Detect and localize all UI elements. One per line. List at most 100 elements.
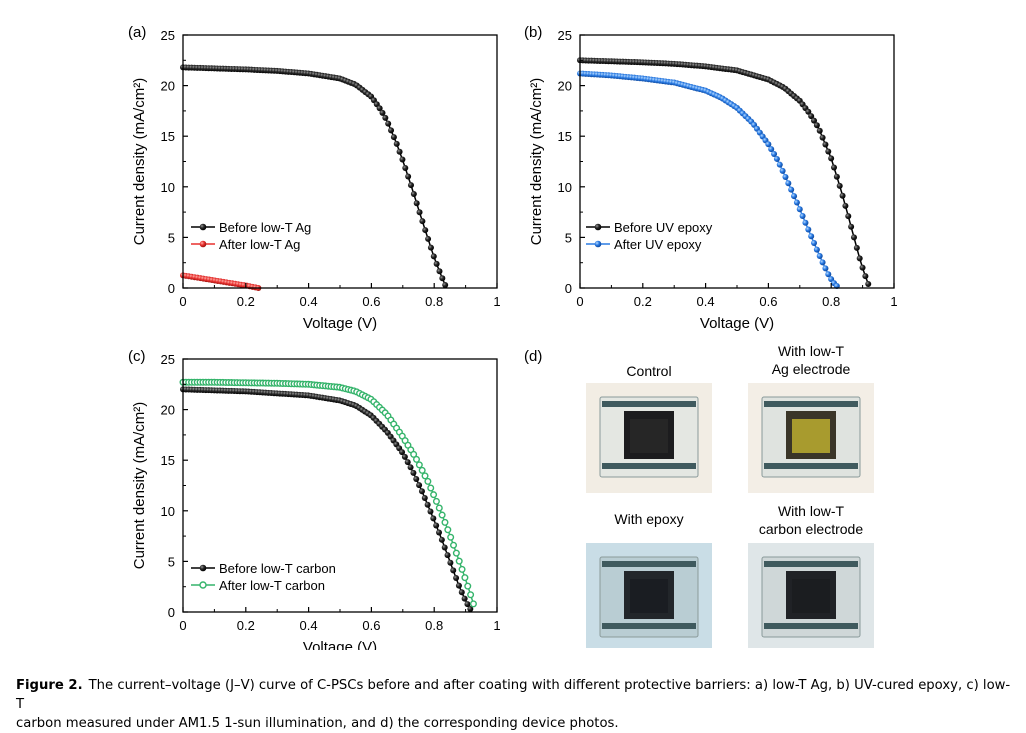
device-photos-panel: (d) Control With low-T Ag electrode With epo… — [524, 343, 874, 648]
x-tick-label: 1 — [890, 294, 897, 309]
y-tick-label: 0 — [565, 281, 572, 296]
data-point — [850, 234, 857, 241]
data-point — [464, 601, 471, 608]
photo-title: Ag electrode — [772, 361, 851, 377]
data-point — [461, 574, 469, 582]
data-point — [819, 134, 826, 141]
x-tick-label: 0.6 — [759, 294, 777, 309]
panel-label: (d) — [524, 348, 542, 365]
data-point — [401, 453, 408, 460]
data-point — [447, 559, 454, 566]
series-0 — [180, 386, 474, 612]
data-point — [822, 265, 829, 272]
data-point — [825, 271, 832, 278]
legend-marker — [199, 240, 207, 248]
data-point — [802, 219, 809, 226]
electrode-strip — [602, 463, 696, 469]
data-point — [836, 182, 843, 189]
x-tick-label: 0.6 — [362, 294, 380, 309]
data-point — [432, 497, 440, 505]
data-point — [819, 259, 826, 266]
legend-label: Before low-T carbon — [219, 561, 336, 576]
data-point — [816, 127, 823, 134]
caption-line-1: Figure 2. The current–voltage (J–V) curve… — [16, 676, 1016, 714]
data-point — [416, 482, 423, 489]
data-point — [436, 529, 443, 536]
data-point — [410, 450, 418, 458]
data-point — [793, 199, 800, 206]
photo-title: With low-T — [778, 343, 845, 359]
data-point — [805, 108, 812, 115]
x-axis-label: Voltage (V) — [303, 639, 377, 650]
x-tick-label: 0.6 — [362, 618, 380, 633]
data-point — [828, 155, 835, 162]
data-point — [390, 134, 397, 141]
data-point — [853, 244, 860, 251]
legend-marker — [199, 564, 207, 572]
data-point — [813, 246, 820, 253]
y-axis-label: Current density (mA/cm²) — [131, 78, 148, 246]
data-point — [469, 600, 477, 608]
data-point — [467, 591, 475, 599]
data-point — [822, 141, 829, 148]
data-point — [811, 117, 818, 124]
data-point — [430, 491, 438, 499]
y-tick-label: 5 — [565, 230, 572, 245]
photo-title: With low-T — [778, 503, 845, 519]
y-tick-label: 15 — [161, 129, 175, 144]
legend-entry-0: Before low-T carbon — [191, 561, 336, 576]
data-point — [776, 161, 783, 168]
data-point — [862, 273, 869, 280]
legend-entry-0: Before low-T Ag — [191, 220, 311, 235]
figure-caption: Figure 2. The current–voltage (J–V) curve… — [16, 676, 1016, 733]
series-line — [579, 72, 838, 287]
x-axis-label: Voltage (V) — [700, 315, 774, 332]
data-point — [393, 140, 400, 147]
panel-label: (b) — [524, 24, 542, 41]
electrode-strip — [602, 561, 696, 567]
y-tick-label: 25 — [161, 28, 175, 43]
data-point — [413, 200, 420, 207]
device-photo-1: With low-T Ag electrode — [748, 343, 874, 493]
y-tick-label: 10 — [161, 180, 175, 195]
legend-label: Before low-T Ag — [219, 220, 311, 235]
data-point — [439, 275, 446, 282]
data-point — [442, 281, 449, 288]
data-point — [382, 114, 389, 121]
data-point — [427, 484, 435, 492]
data-point — [410, 469, 417, 476]
data-point — [433, 260, 440, 267]
electrode-area — [792, 579, 830, 613]
x-tick-label: 0.2 — [634, 294, 652, 309]
y-tick-label: 15 — [161, 453, 175, 468]
data-point — [845, 213, 852, 220]
data-point — [430, 253, 437, 260]
y-tick-label: 10 — [558, 180, 572, 195]
photo-title: carbon electrode — [759, 521, 864, 537]
x-tick-label: 0 — [576, 294, 583, 309]
data-point — [785, 180, 792, 187]
data-point — [435, 504, 443, 512]
data-point — [779, 167, 786, 174]
x-axis-label: Voltage (V) — [303, 315, 377, 332]
data-point — [455, 582, 462, 589]
y-tick-label: 15 — [558, 129, 572, 144]
data-point — [388, 127, 395, 134]
data-point — [436, 268, 443, 275]
legend-entry-1: After UV epoxy — [586, 237, 702, 252]
x-tick-label: 0 — [179, 618, 186, 633]
data-point — [396, 148, 403, 155]
data-point — [458, 565, 466, 573]
electrode-strip — [764, 561, 858, 567]
electrode-strip — [764, 463, 858, 469]
data-point — [833, 173, 840, 180]
data-point — [415, 461, 423, 469]
data-point — [808, 113, 815, 120]
electrode-area — [630, 419, 668, 453]
legend-label: After low-T Ag — [219, 237, 300, 252]
data-point — [430, 515, 437, 522]
data-point — [811, 240, 818, 247]
data-point — [842, 202, 849, 209]
